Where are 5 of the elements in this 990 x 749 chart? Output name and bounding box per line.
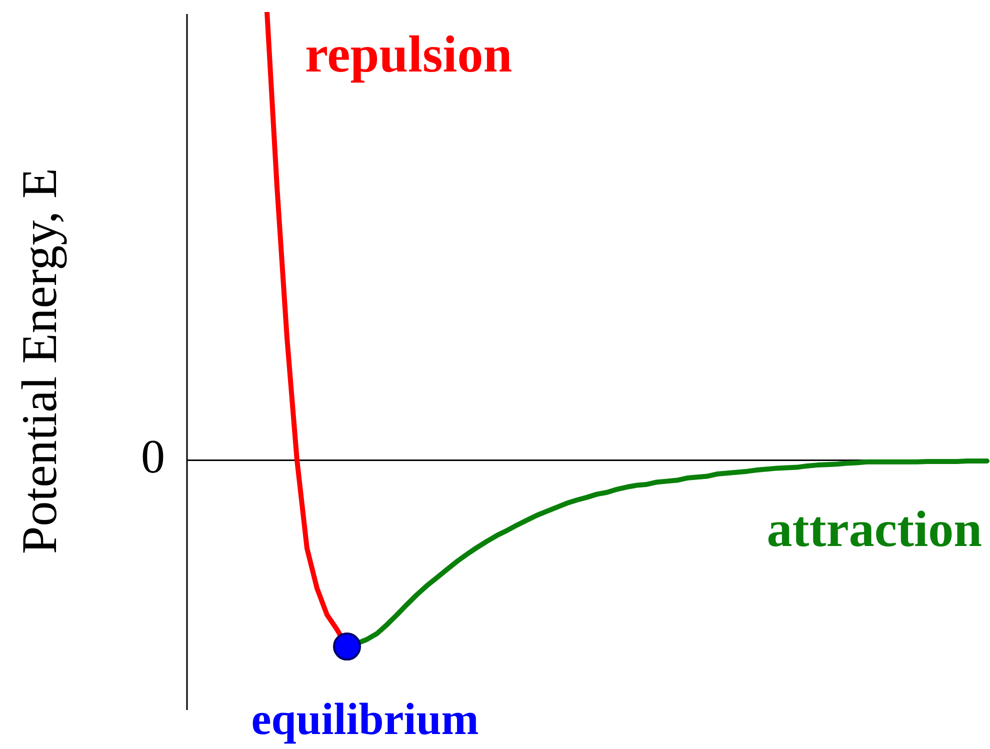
text: 0 bbox=[141, 430, 165, 484]
series-label: attraction bbox=[766, 502, 982, 558]
series-label: repulsion bbox=[305, 26, 512, 84]
y-axis-title: Potential Energy, E bbox=[11, 168, 68, 554]
series-label: equilibrium bbox=[251, 694, 479, 744]
